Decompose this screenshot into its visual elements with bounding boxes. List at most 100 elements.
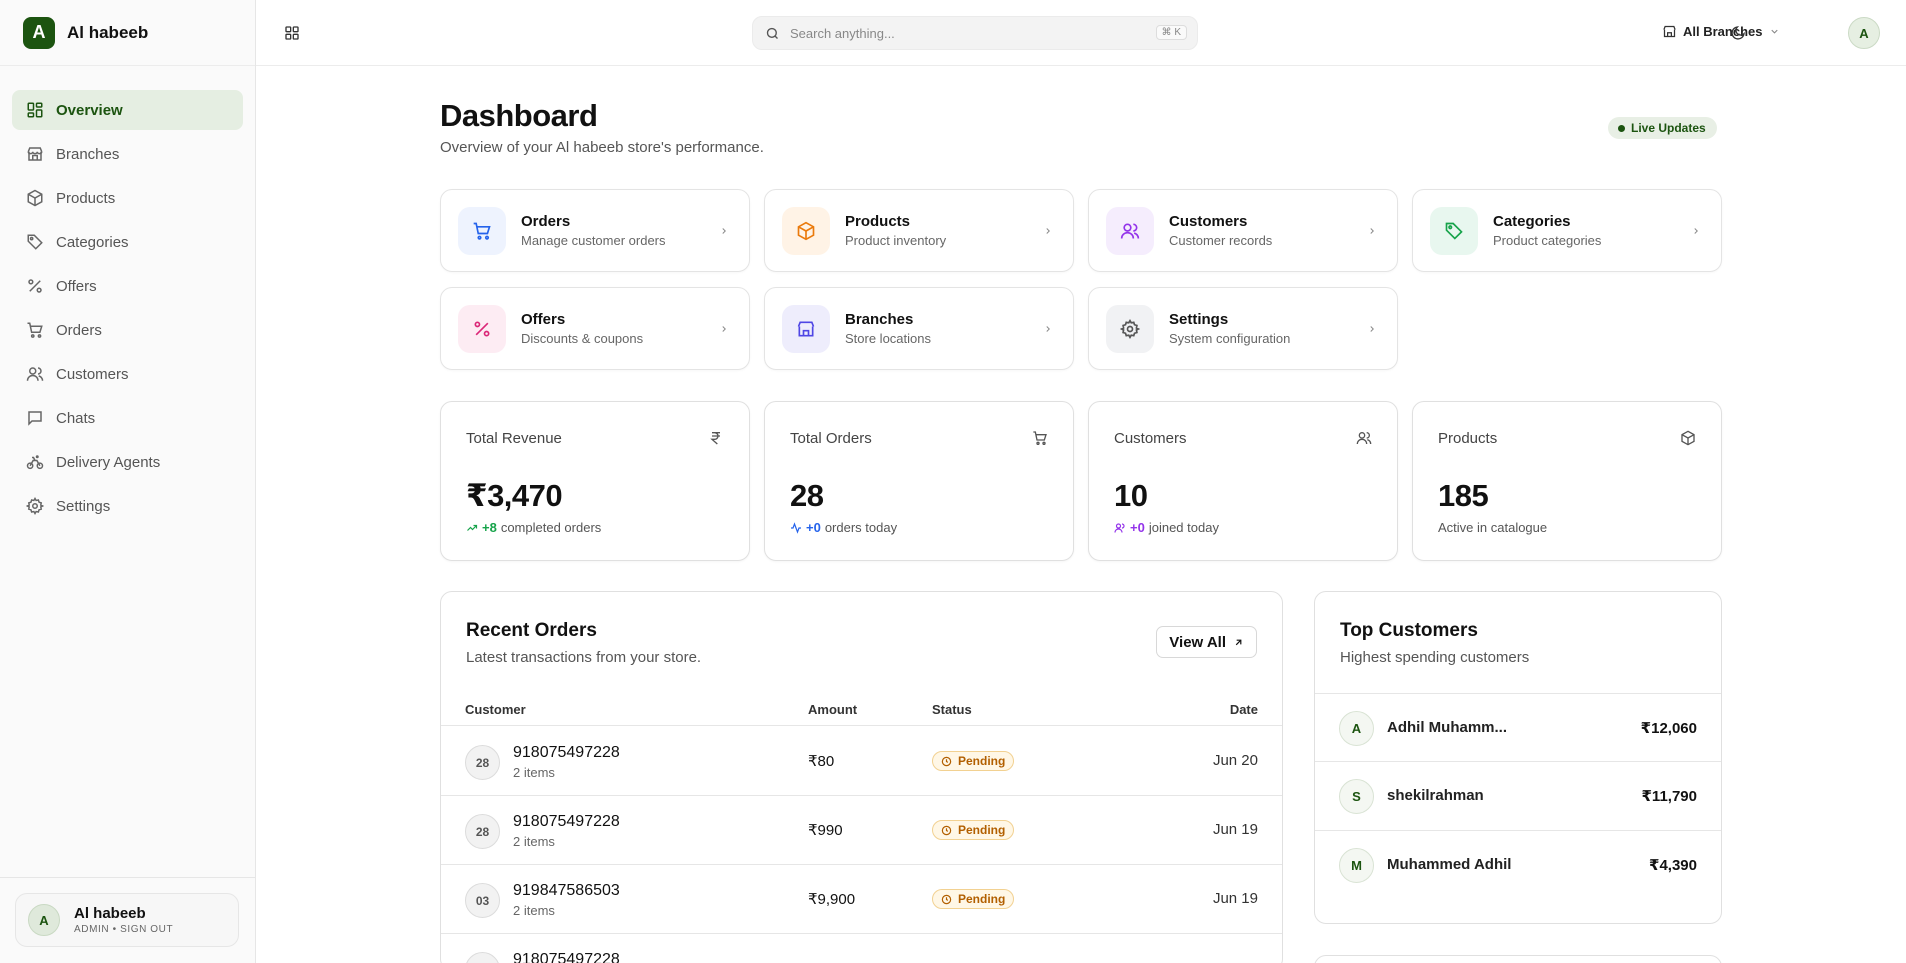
quick-link-customers[interactable]: Customers Customer records (1088, 189, 1398, 272)
stat-label: Total Revenue (466, 430, 562, 447)
user-avatar-button[interactable]: A (1848, 17, 1880, 49)
quick-link-icon-wrap (782, 206, 830, 255)
quick-link-branches[interactable]: Branches Store locations (764, 287, 1074, 370)
stat-note: orders today (824, 520, 898, 535)
quick-link-products[interactable]: Products Product inventory (764, 189, 1074, 272)
live-updates-badge: Live Updates (1608, 117, 1717, 139)
view-all-button[interactable]: View All (1156, 626, 1257, 658)
clock-icon (941, 894, 952, 904)
secondary-panel (1314, 955, 1722, 963)
sidebar-toggle-icon[interactable] (284, 25, 300, 41)
chevron-down-icon (1771, 29, 1779, 34)
quick-link-categories[interactable]: Categories Product categories (1412, 189, 1722, 272)
percent-icon (28, 279, 42, 293)
clock-icon (941, 756, 952, 766)
quick-link-title: Branches (845, 311, 914, 328)
sidebar-item-products[interactable]: Products (12, 178, 243, 218)
sidebar-item-customers[interactable]: Customers (12, 354, 243, 394)
order-amount: ₹990 (808, 822, 843, 839)
stat-value: 185 (1438, 478, 1489, 513)
quick-link-subtitle: System configuration (1169, 331, 1291, 346)
quick-link-title: Customers (1169, 213, 1248, 230)
quick-link-icon-wrap (1430, 206, 1478, 255)
quick-link-title: Settings (1169, 311, 1229, 328)
brand-logo: A (23, 16, 55, 49)
recent-orders-title: Recent Orders (466, 620, 597, 641)
search-bar[interactable]: ⌘ K (752, 16, 1198, 50)
search-input[interactable] (790, 25, 1150, 41)
stat-footer: +0 orders today (790, 520, 897, 535)
cart-icon (27, 322, 43, 338)
users-icon (26, 367, 44, 381)
quick-link-text: Branches Store locations (845, 311, 931, 346)
stat-delta: +8 (482, 520, 497, 535)
package-icon (797, 221, 815, 240)
list-item[interactable]: M Muhammed Adhil ₹4,390 (1315, 831, 1721, 900)
sidebar-divider (0, 877, 256, 878)
sidebar-item-label: Products (56, 189, 116, 207)
sidebar-item-label: Chats (56, 409, 96, 427)
sidebar-item-delivery-agents[interactable]: Delivery Agents (12, 442, 243, 482)
stat-label: Total Orders (790, 430, 872, 447)
sidebar-item-settings[interactable]: Settings (12, 486, 243, 526)
quick-link-offers[interactable]: Offers Discounts & coupons (440, 287, 750, 370)
stat-note: joined today (1148, 520, 1219, 535)
status-label: Pending (958, 754, 1006, 768)
quick-link-text: Offers Discounts & coupons (521, 311, 643, 346)
sidebar-item-label: Delivery Agents (56, 453, 161, 471)
table-row[interactable]: 28 918075497228 2 items ₹990 Pending Jun… (441, 796, 1282, 865)
chevron-right-icon (722, 326, 726, 332)
status-badge: Pending (932, 751, 1015, 771)
quick-link-settings[interactable]: Settings System configuration (1088, 287, 1398, 370)
sidebar-item-branches[interactable]: Branches (12, 134, 243, 174)
branch-selector[interactable]: All Branches (1662, 24, 1780, 39)
quick-link-text: Settings System configuration (1169, 311, 1290, 346)
trending-up-icon (467, 524, 478, 531)
sidebar-item-overview[interactable]: Overview (12, 90, 243, 130)
quick-link-orders[interactable]: Orders Manage customer orders (440, 189, 750, 272)
list-item[interactable]: A Adhil Muhamm... ₹12,060 (1315, 693, 1721, 762)
brand[interactable]: A Al habeeb (0, 0, 255, 66)
branch-selector-label: All Branches (1683, 24, 1763, 39)
live-dot-icon (1618, 124, 1625, 132)
order-items: 2 items (513, 903, 555, 918)
table-row[interactable]: 28 918075497228 2 items ₹80 Pending Jun … (441, 727, 1282, 796)
sidebar-item-label: Branches (56, 145, 120, 163)
avatar: A (28, 904, 60, 936)
chat-icon (28, 411, 42, 426)
moon-icon[interactable] (1730, 25, 1746, 41)
users-icon (1120, 223, 1140, 239)
order-customer: 918075497228 (513, 744, 620, 761)
sidebar-item-orders[interactable]: Orders (12, 310, 243, 350)
percent-icon (474, 321, 490, 336)
list-item[interactable]: S shekilrahman ₹11,790 (1315, 762, 1721, 831)
table-row[interactable]: 03 919847586503 2 items ₹9,900 Pending J… (441, 865, 1282, 934)
quick-link-subtitle: Store locations (845, 331, 931, 346)
tag-icon (27, 234, 43, 250)
table-row[interactable]: 918075497228 (441, 934, 1282, 963)
sidebar-item-chats[interactable]: Chats (12, 398, 243, 438)
cart-icon (1033, 431, 1047, 445)
order-date: Jun 20 (1212, 752, 1258, 769)
sidebar-item-label: Customers (56, 365, 129, 383)
chevron-right-icon (1694, 228, 1698, 234)
layout-grid-icon (27, 102, 43, 118)
table-header: Customer Amount Status Date (441, 698, 1282, 726)
top-customers-title: Top Customers (1340, 620, 1478, 641)
page-subtitle: Overview of your Al habeeb store's perfo… (440, 139, 764, 156)
sign-out-link[interactable]: ADMIN • SIGN OUT (74, 924, 174, 935)
sidebar-item-categories[interactable]: Categories (12, 222, 243, 262)
customer-spend: ₹4,390 (1649, 857, 1697, 874)
users-icon (1356, 432, 1372, 445)
status-badge: Pending (932, 889, 1015, 909)
stat-footer: +8 completed orders (466, 520, 601, 535)
chevron-right-icon (1046, 228, 1050, 234)
arrow-up-right-icon (1235, 639, 1242, 645)
sidebar-item-offers[interactable]: Offers (12, 266, 243, 306)
quick-link-subtitle: Product categories (1493, 233, 1602, 248)
order-customer: 918075497228 (513, 813, 620, 830)
bike-icon (26, 455, 44, 470)
sidebar-item-label: Overview (56, 101, 123, 119)
user-card[interactable]: A Al habeeb ADMIN • SIGN OUT (15, 893, 239, 947)
stat-note: Active in catalogue (1438, 520, 1548, 535)
